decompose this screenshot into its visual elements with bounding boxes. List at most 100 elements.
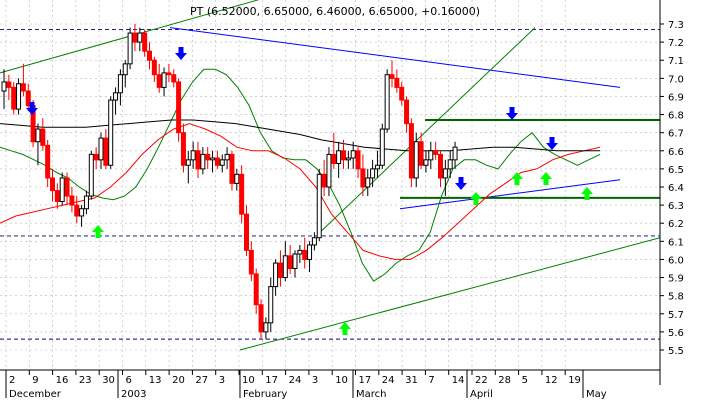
candle-body-down xyxy=(399,86,405,101)
candle-body-up xyxy=(365,177,371,188)
candle-body-down xyxy=(74,204,80,217)
arrow-down-shape xyxy=(546,137,558,150)
x-tick-label: 30 xyxy=(102,375,115,386)
x-tick-label: 24 xyxy=(382,375,395,386)
candle-body-up xyxy=(263,322,269,333)
x-month-label: 2003 xyxy=(121,389,146,400)
signal-arrow-layer xyxy=(26,47,593,335)
x-tick-label: 9 xyxy=(32,375,38,386)
candle-body-up xyxy=(35,128,41,143)
arrow-down-shape xyxy=(175,47,187,60)
x-tick-label: 20 xyxy=(172,375,185,386)
y-tick-label: 7.1 xyxy=(668,56,684,67)
candle-body-down xyxy=(214,157,220,166)
candle-body-up xyxy=(326,153,332,188)
candle-body-up xyxy=(117,74,123,94)
candle-layer xyxy=(1,24,458,340)
x-tick-label: 5 xyxy=(522,375,528,386)
y-tick-label: 6.7 xyxy=(668,129,684,140)
y-tick-label: 7.0 xyxy=(668,74,684,85)
axis-layer: 5.5 5.6 5.7 5.8 5.9 6.0 6.1 6.2 6.3 6.4 6.5 6.6 6.7 6… xyxy=(0,0,684,400)
candle-body-up xyxy=(1,81,7,92)
candle-body-down xyxy=(205,153,211,161)
sell-arrow xyxy=(175,47,187,60)
candle-body-up xyxy=(447,159,453,170)
y-tick-label: 6.8 xyxy=(668,111,684,122)
candle-body-down xyxy=(45,144,51,179)
x-tick-label: 14 xyxy=(452,375,465,386)
buy-arrow xyxy=(92,225,104,238)
candle-body-down xyxy=(404,99,410,125)
moving-average-layer xyxy=(0,68,601,282)
candle-body-down xyxy=(341,150,346,161)
x-tick-label: 24 xyxy=(289,375,302,386)
candle-body-up xyxy=(161,72,167,88)
candle-body-down xyxy=(321,173,327,188)
candle-body-down xyxy=(69,195,75,206)
candle-body-up xyxy=(345,157,351,161)
candle-body-down xyxy=(248,249,254,275)
arrow-down-shape xyxy=(506,107,518,120)
candle-body-up xyxy=(336,150,342,164)
candle-body-up xyxy=(122,63,128,76)
candle-body-down xyxy=(176,81,182,134)
candle-body-up xyxy=(137,32,143,43)
candle-body-up xyxy=(79,208,85,217)
x-tick-label: 17 xyxy=(359,375,372,386)
arrow-up-shape xyxy=(581,187,593,200)
candle-body-up xyxy=(234,173,240,184)
x-tick-label: 17 xyxy=(265,375,278,386)
y-tick-label: 5.9 xyxy=(668,274,684,285)
candle-body-up xyxy=(210,157,216,161)
y-tick-label: 5.7 xyxy=(668,310,684,321)
candle-body-down xyxy=(389,74,395,79)
candle-body-down xyxy=(277,262,283,279)
moving-average-line xyxy=(0,119,600,152)
buy-arrow xyxy=(470,192,482,205)
candle-body-down xyxy=(103,137,109,166)
x-tick-label: 22 xyxy=(475,375,488,386)
sell-arrow xyxy=(546,137,558,150)
arrow-up-shape xyxy=(540,172,552,185)
candle-body-up xyxy=(292,253,298,269)
candle-body-down xyxy=(171,74,177,83)
y-tick-label: 6.9 xyxy=(668,92,684,103)
candle-body-up xyxy=(307,244,313,260)
buy-arrow xyxy=(339,322,351,335)
trendline-green-lower xyxy=(239,237,661,351)
candle-body-down xyxy=(142,32,148,52)
candle-body-up xyxy=(108,99,114,166)
candle-body-up xyxy=(59,177,65,202)
candle-body-down xyxy=(156,74,162,88)
candle-body-down xyxy=(302,249,308,260)
candle-body-up xyxy=(374,164,380,170)
candle-body-down xyxy=(50,177,55,192)
candle-body-down xyxy=(54,190,60,202)
x-month-label: December xyxy=(9,389,62,400)
candle-body-down xyxy=(258,304,264,333)
trendline-green-upper xyxy=(0,0,260,74)
candle-body-up xyxy=(273,262,279,288)
trendline-green-channel xyxy=(319,27,536,233)
chart-title: PT (6.52000, 6.65000, 6.46000, 6.65000, … xyxy=(190,5,480,18)
candle-body-down xyxy=(360,168,366,188)
y-tick-label: 7.2 xyxy=(668,38,684,49)
trendline-layer xyxy=(0,0,661,351)
x-tick-label: 12 xyxy=(545,375,558,386)
candle-body-down xyxy=(438,153,443,179)
y-tick-label: 7.3 xyxy=(668,20,684,31)
sell-arrow xyxy=(26,102,38,115)
y-tick-label: 5.8 xyxy=(668,292,684,303)
candle-body-down xyxy=(418,141,424,166)
candle-body-down xyxy=(244,213,249,251)
x-tick-label: 3 xyxy=(312,375,318,386)
candle-body-down xyxy=(394,77,400,88)
sell-arrow xyxy=(455,177,467,190)
y-tick-label: 5.6 xyxy=(668,328,684,339)
candle-body-up xyxy=(370,168,376,179)
candle-body-down xyxy=(93,153,99,161)
candle-body-up xyxy=(98,137,104,161)
buy-arrow xyxy=(581,187,593,200)
candle-body-up xyxy=(423,159,429,166)
